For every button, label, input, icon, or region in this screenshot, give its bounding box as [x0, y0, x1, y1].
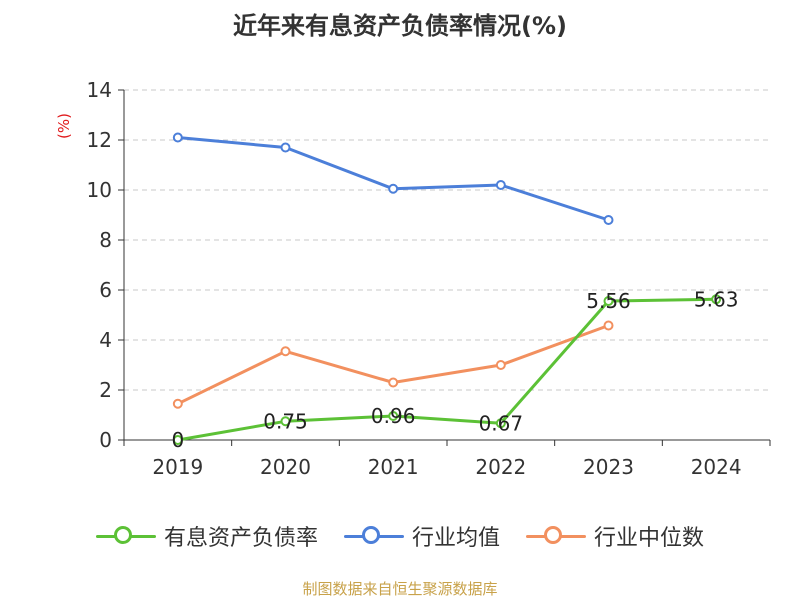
legend-item-debt-ratio[interactable]: 有息资产负债率	[95, 520, 318, 552]
data-label: 0.75	[263, 409, 308, 433]
series-point-1	[388, 183, 399, 194]
legend-label-debt-ratio: 有息资产负债率	[163, 526, 318, 551]
series-point-2	[172, 398, 183, 409]
series-point-2	[495, 360, 506, 370]
y-tick-label: 14	[87, 78, 112, 102]
series-point-2	[603, 320, 614, 331]
series-line-2	[177, 324, 610, 406]
x-tick-label: 2023	[583, 455, 634, 479]
series-line-0	[177, 297, 717, 442]
series-point-0	[495, 418, 506, 429]
series-point-1	[280, 142, 291, 153]
x-tick-label: 2019	[152, 455, 203, 479]
series-point-1	[495, 180, 506, 190]
legend-item-industry-mean[interactable]: 行业均值	[343, 520, 500, 552]
chart-title: 近年来有息资产负债率情况(%)	[233, 12, 567, 40]
x-tick-label: 2020	[260, 455, 311, 479]
series-point-0	[172, 435, 183, 445]
legend: 有息资产负债率 行业均值 行业中位数	[0, 520, 800, 552]
series-point-0	[711, 294, 722, 305]
x-tick-label: 2024	[691, 455, 742, 479]
series-point-1	[172, 132, 183, 143]
series-line-1	[177, 136, 609, 222]
y-tick-label: 8	[99, 228, 112, 252]
legend-item-industry-median[interactable]: 行业中位数	[526, 520, 704, 552]
source-note: 制图数据来自恒生聚源数据库	[302, 580, 498, 598]
legend-swatch-debt-ratio	[95, 524, 156, 548]
x-tick-label: 2022	[475, 455, 526, 479]
data-label: 5.56	[586, 289, 631, 313]
series-point-0	[280, 416, 291, 427]
series-point-1	[603, 215, 614, 225]
x-tick-label: 2021	[368, 455, 419, 479]
legend-label-industry-median: 行业中位数	[594, 526, 705, 551]
data-label: 5.63	[694, 287, 739, 311]
y-tick-label: 4	[99, 328, 112, 352]
data-label: 0.67	[479, 411, 524, 435]
y-tick-label: 12	[87, 128, 112, 152]
y-tick-label: 6	[99, 278, 112, 302]
data-label: 0	[171, 428, 184, 452]
legend-swatch-industry-mean	[343, 524, 404, 548]
series-point-2	[388, 377, 399, 388]
series-point-0	[603, 296, 614, 306]
series-point-0	[388, 411, 399, 421]
legend-label-industry-mean: 行业均值	[411, 526, 500, 551]
y-tick-label: 10	[87, 178, 112, 202]
data-label: 0.96	[371, 404, 416, 428]
legend-swatch-industry-median	[526, 524, 586, 548]
series-point-2	[280, 346, 291, 357]
y-tick-label: 0	[99, 428, 112, 452]
y-tick-label: 2	[99, 378, 112, 402]
